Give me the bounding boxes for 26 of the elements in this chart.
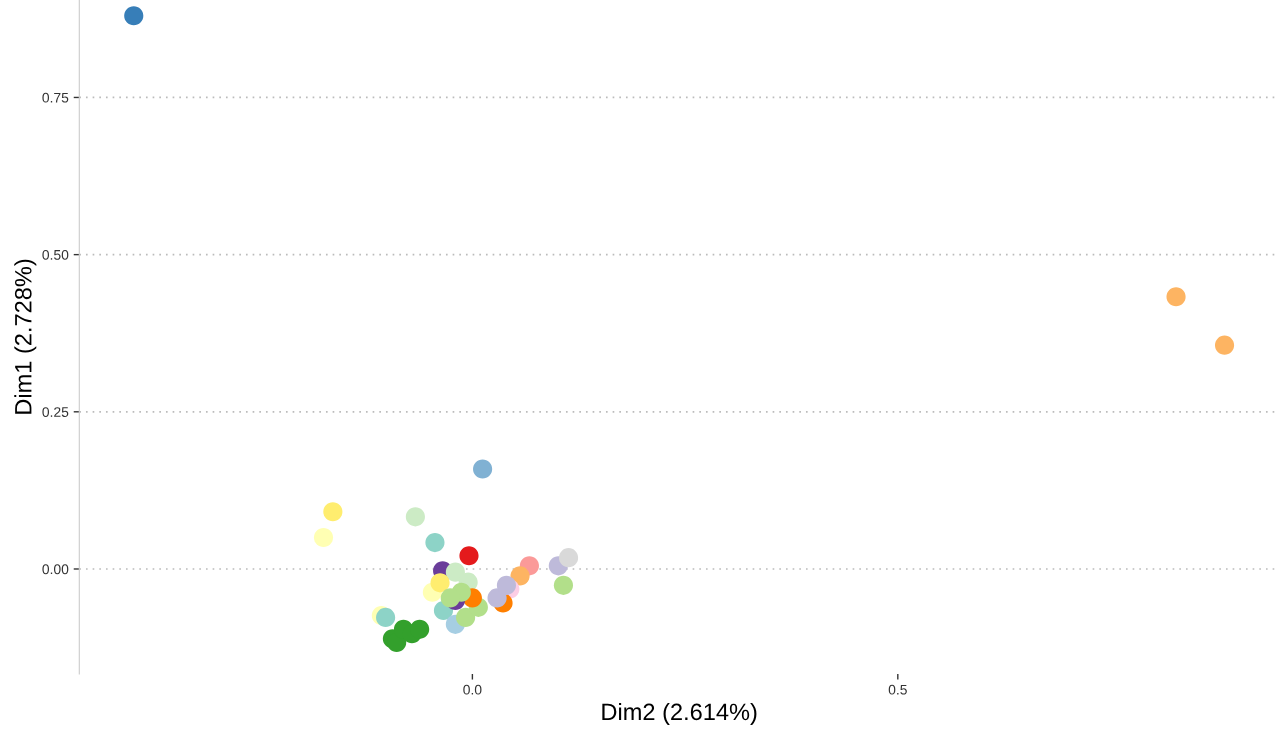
y-tick-label: 0.50: [42, 249, 69, 260]
point: [558, 548, 579, 568]
point: [473, 459, 493, 479]
point: [1166, 287, 1186, 307]
point: [510, 566, 530, 586]
point: [323, 502, 343, 522]
y-tick-label: 0.75: [42, 92, 69, 103]
point: [410, 619, 430, 639]
y-tick-label: 0.25: [42, 407, 69, 417]
point: [1214, 335, 1235, 355]
point: [430, 573, 450, 593]
x-axis-title: Dim2 (2.614%): [602, 702, 757, 725]
x-tick-label: 0.5: [888, 684, 907, 695]
x-tick-label: 0.0: [463, 684, 482, 695]
point: [425, 533, 445, 553]
point: [553, 575, 574, 595]
y-axis-title: Dim1 (2.728%): [14, 259, 37, 414]
point: [313, 527, 334, 548]
point: [459, 546, 479, 566]
point: [405, 507, 425, 527]
point: [124, 6, 144, 26]
point: [376, 607, 396, 627]
point: [456, 607, 476, 627]
y-tick-label: 0.00: [42, 564, 69, 575]
point: [445, 562, 465, 582]
point: [440, 588, 460, 608]
